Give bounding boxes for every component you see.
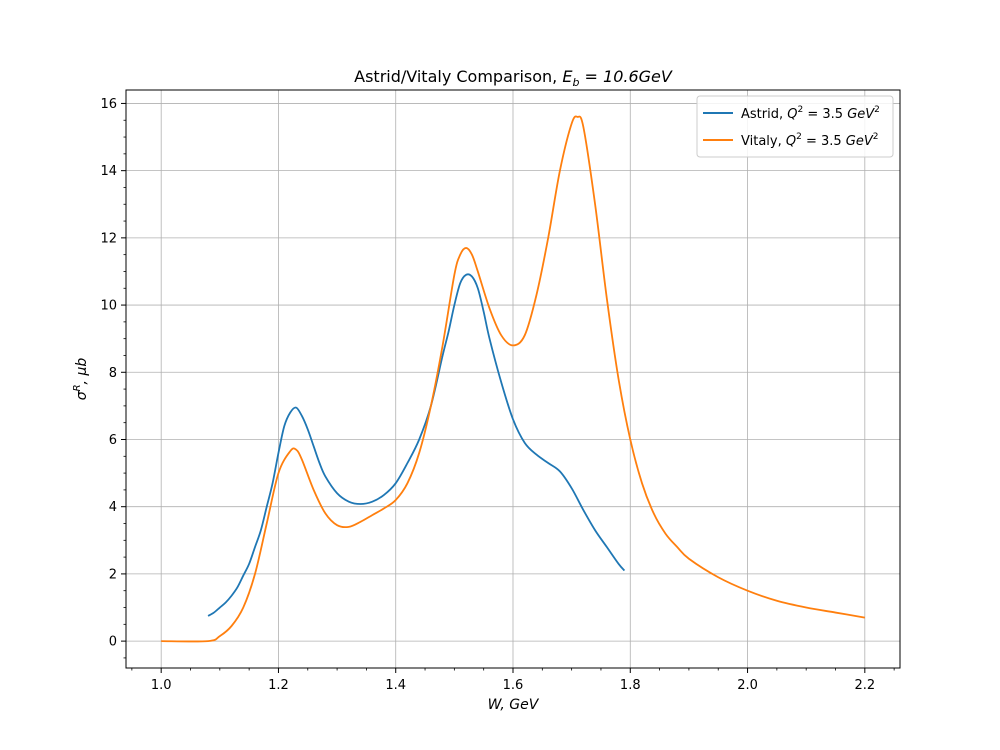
y-tick-label: 2 [109,567,117,582]
y-tick-label: 4 [109,500,117,515]
x-tick-label: 2.2 [854,678,875,693]
x-tick-label: 1.0 [151,678,172,693]
series-line-vitaly [161,115,865,643]
y-tick-label: 10 [100,299,117,314]
y-axis-label: σR, μb [72,358,90,401]
series-layer [161,115,865,643]
grid [126,90,900,668]
x-tick-label: 1.4 [385,678,406,693]
x-tick-label: 2.0 [737,678,758,693]
x-tick-label: 1.2 [268,678,289,693]
y-tick-label: 0 [109,635,117,650]
legend-label-vitaly: Vitaly, Q2 = 3.5 GeV2 [741,132,879,149]
legend: Astrid, Q2 = 3.5 GeV2 Vitaly, Q2 = 3.5 G… [696,95,894,158]
chart-title: Astrid/Vitaly Comparison, Eb = 10.6GeV [354,67,673,89]
legend-box [696,95,894,158]
y-tick-label: 14 [100,164,117,179]
x-tick-label: 1.6 [503,678,524,693]
x-tick-label: 1.8 [620,678,641,693]
y-tick-label: 8 [109,366,117,381]
y-tick-label: 12 [100,231,117,246]
x-axis-label: W, GeV [488,697,540,713]
ticks: 1.0 1.2 1.4 1.6 1.8 2.0 2.2 0 2 4 6 8 10 12 14 16 [100,97,895,693]
legend-label-astrid: Astrid, Q2 = 3.5 GeV2 [741,105,880,122]
series-line-astrid [207,273,626,617]
y-tick-label: 16 [100,97,117,112]
y-tick-label: 6 [109,433,117,448]
